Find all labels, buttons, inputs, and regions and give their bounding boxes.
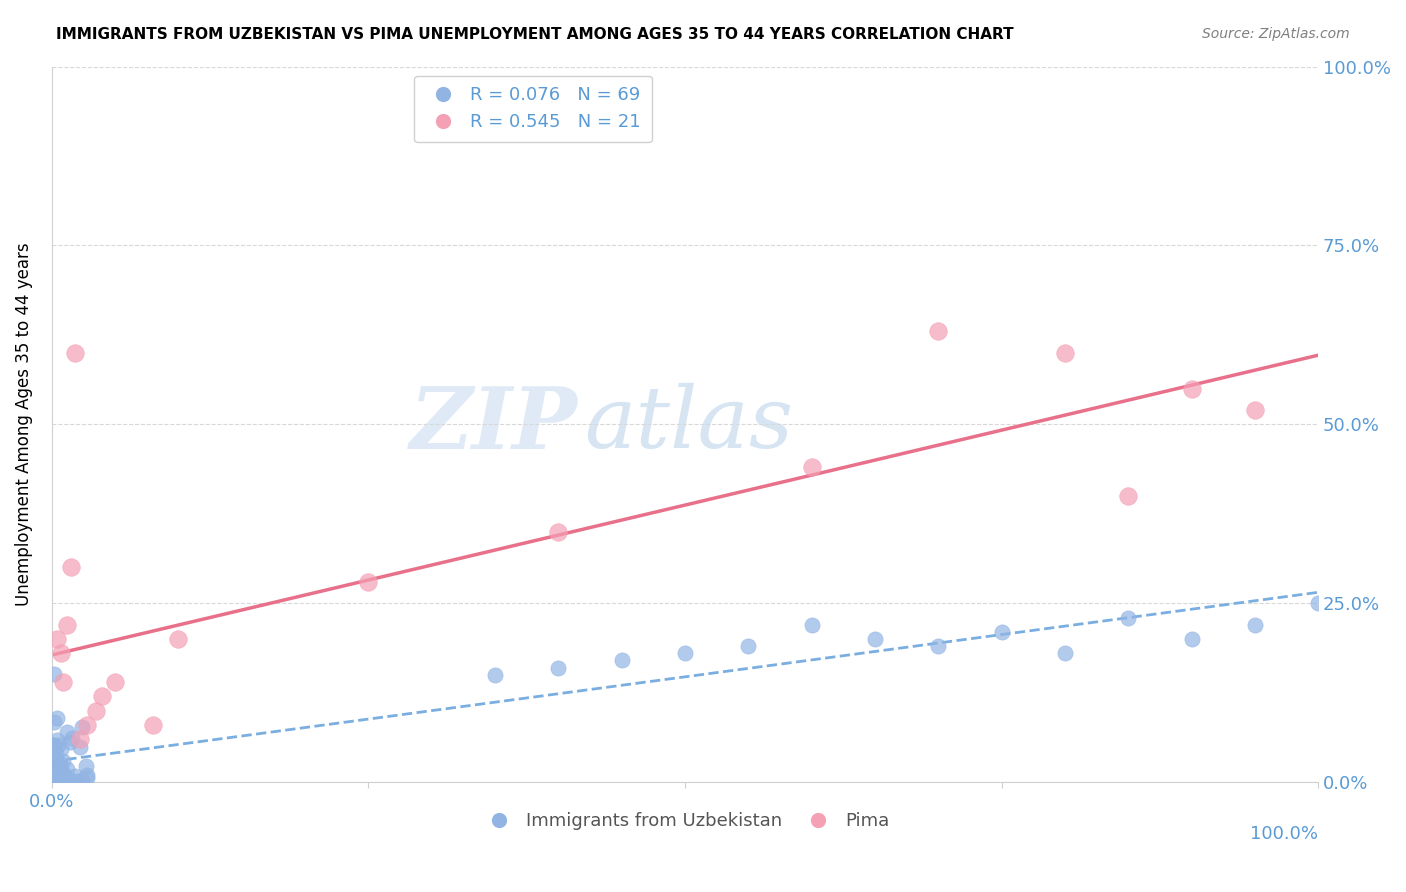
Point bbox=[42, 742, 65, 756]
Point bbox=[48, 765, 70, 780]
Point bbox=[70, 772, 93, 787]
Point bbox=[76, 768, 98, 782]
Point bbox=[69, 732, 91, 747]
Point bbox=[863, 632, 886, 646]
Point bbox=[52, 675, 75, 690]
Point bbox=[44, 749, 66, 764]
Point bbox=[52, 755, 75, 769]
Point bbox=[673, 646, 696, 660]
Point bbox=[44, 744, 66, 758]
Text: 100.0%: 100.0% bbox=[1250, 825, 1319, 843]
Point bbox=[42, 756, 65, 770]
Point bbox=[45, 711, 67, 725]
Point bbox=[44, 744, 66, 758]
Point bbox=[49, 764, 72, 778]
Point bbox=[142, 718, 165, 732]
Point bbox=[990, 624, 1012, 639]
Point bbox=[53, 770, 76, 784]
Point bbox=[42, 765, 65, 780]
Text: ZIP: ZIP bbox=[409, 383, 578, 467]
Point bbox=[56, 725, 79, 739]
Point bbox=[52, 774, 75, 789]
Point bbox=[46, 738, 69, 752]
Point bbox=[42, 763, 65, 777]
Point bbox=[49, 646, 72, 660]
Point bbox=[48, 765, 70, 780]
Point bbox=[91, 690, 114, 704]
Point bbox=[42, 767, 65, 781]
Point bbox=[737, 639, 759, 653]
Point bbox=[75, 759, 97, 773]
Point bbox=[42, 761, 65, 775]
Point bbox=[800, 460, 823, 475]
Point bbox=[42, 715, 65, 730]
Point bbox=[1180, 632, 1202, 646]
Point bbox=[53, 767, 76, 781]
Point bbox=[167, 632, 190, 646]
Point bbox=[484, 667, 506, 681]
Point bbox=[42, 666, 65, 681]
Point bbox=[56, 762, 79, 776]
Point bbox=[48, 756, 70, 771]
Point bbox=[59, 560, 82, 574]
Point bbox=[927, 639, 949, 653]
Point bbox=[46, 732, 69, 747]
Point bbox=[76, 718, 98, 732]
Point bbox=[63, 769, 86, 783]
Point bbox=[45, 764, 67, 778]
Y-axis label: Unemployment Among Ages 35 to 44 years: Unemployment Among Ages 35 to 44 years bbox=[15, 243, 32, 607]
Point bbox=[42, 750, 65, 764]
Point bbox=[42, 738, 65, 752]
Point bbox=[1116, 610, 1139, 624]
Point bbox=[63, 346, 86, 360]
Point bbox=[60, 731, 83, 745]
Point bbox=[547, 660, 569, 674]
Point bbox=[800, 617, 823, 632]
Point bbox=[1243, 617, 1265, 632]
Point bbox=[42, 739, 65, 754]
Point bbox=[51, 742, 73, 756]
Point bbox=[46, 772, 69, 786]
Text: Source: ZipAtlas.com: Source: ZipAtlas.com bbox=[1202, 27, 1350, 41]
Point bbox=[48, 775, 70, 789]
Point bbox=[42, 749, 65, 764]
Point bbox=[44, 773, 66, 788]
Point bbox=[357, 574, 380, 589]
Point bbox=[49, 774, 72, 789]
Point bbox=[104, 675, 127, 690]
Point bbox=[1116, 489, 1139, 503]
Point bbox=[610, 653, 633, 667]
Text: atlas: atlas bbox=[583, 383, 793, 466]
Point bbox=[65, 774, 87, 789]
Point bbox=[56, 617, 79, 632]
Point bbox=[70, 721, 93, 735]
Point bbox=[1308, 596, 1330, 610]
Point bbox=[49, 757, 72, 772]
Point bbox=[1243, 403, 1265, 417]
Point bbox=[51, 765, 73, 780]
Point bbox=[44, 772, 66, 787]
Point bbox=[45, 632, 67, 646]
Point bbox=[76, 772, 98, 786]
Point bbox=[44, 773, 66, 788]
Point bbox=[1180, 382, 1202, 396]
Point bbox=[547, 524, 569, 539]
Point bbox=[44, 770, 66, 784]
Point bbox=[42, 738, 65, 752]
Point bbox=[42, 758, 65, 772]
Point bbox=[58, 772, 80, 786]
Legend: Immigrants from Uzbekistan, Pima: Immigrants from Uzbekistan, Pima bbox=[474, 805, 897, 838]
Point bbox=[1053, 646, 1076, 660]
Text: IMMIGRANTS FROM UZBEKISTAN VS PIMA UNEMPLOYMENT AMONG AGES 35 TO 44 YEARS CORREL: IMMIGRANTS FROM UZBEKISTAN VS PIMA UNEMP… bbox=[56, 27, 1014, 42]
Point bbox=[42, 765, 65, 780]
Point bbox=[927, 324, 949, 338]
Point bbox=[49, 773, 72, 788]
Point bbox=[49, 773, 72, 788]
Point bbox=[1053, 346, 1076, 360]
Point bbox=[59, 734, 82, 748]
Point bbox=[84, 704, 107, 718]
Point bbox=[69, 739, 91, 754]
